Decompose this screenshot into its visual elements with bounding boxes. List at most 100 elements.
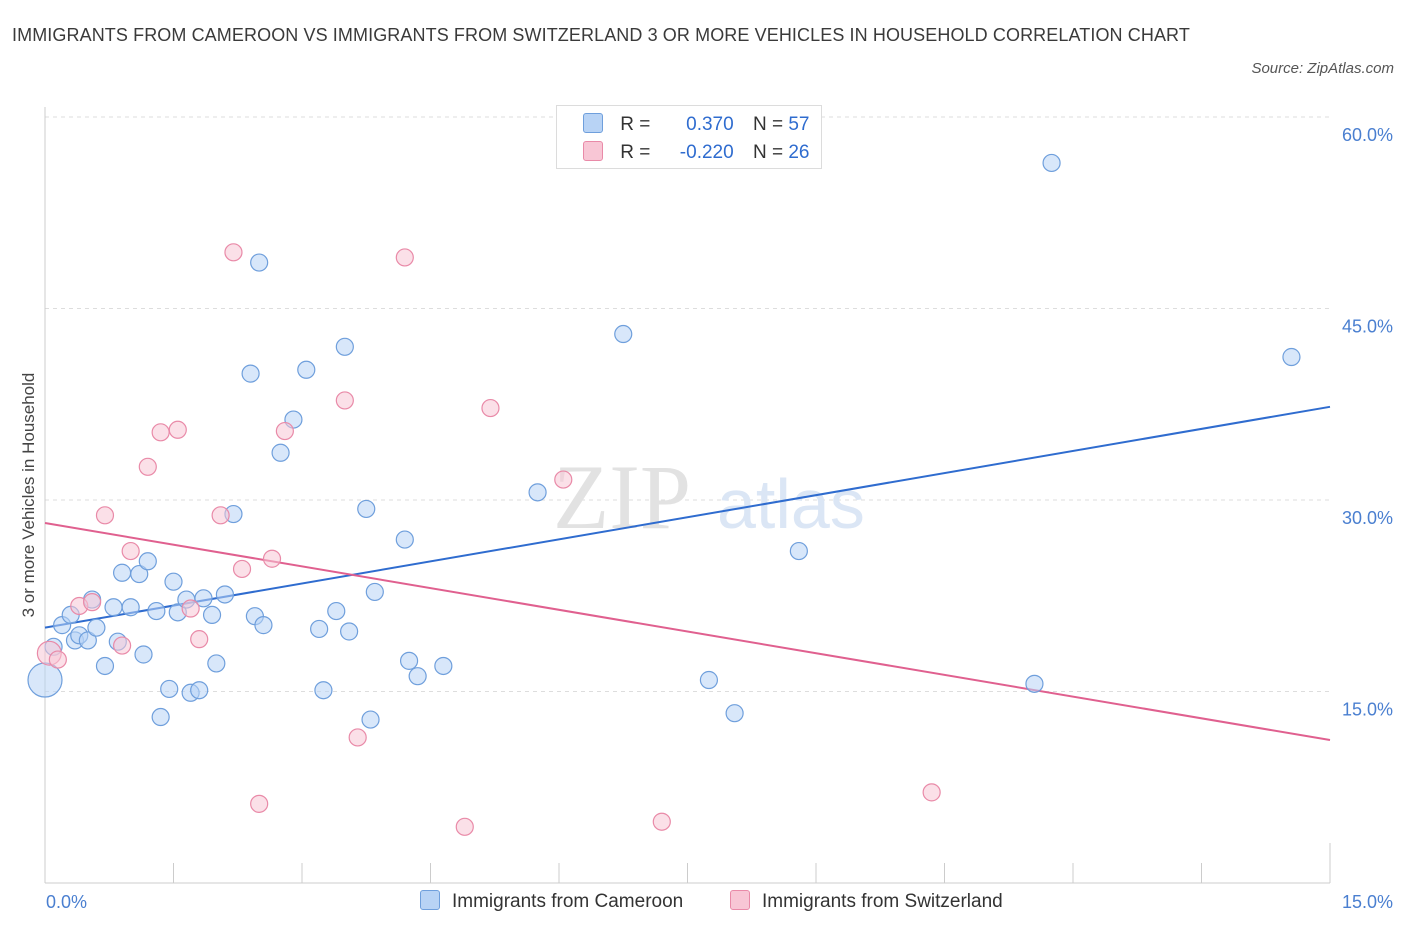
data-point-cameroon (87, 618, 106, 637)
data-point-cameroon (789, 541, 808, 561)
data-point-cameroon (1042, 153, 1061, 173)
bottom-legend-swatch-pink (730, 890, 750, 910)
data-point-switzerland (335, 391, 354, 410)
data-point-switzerland (922, 783, 941, 802)
data-point-cameroon (95, 656, 115, 676)
data-point-cameroon (134, 645, 153, 664)
data-point-cameroon (112, 563, 132, 582)
data-point-cameroon (314, 681, 333, 700)
legend-r-value: 0.370 (686, 114, 734, 135)
data-point-cameroon (254, 616, 273, 635)
data-point-switzerland (250, 794, 269, 813)
data-point-cameroon (310, 619, 329, 639)
legend-n-label: N = (752, 114, 784, 135)
data-point-cameroon (327, 601, 346, 621)
trend-lines (44, 405, 1331, 741)
y-tick-label: 60.0% (1342, 125, 1393, 145)
data-point-cameroon (528, 483, 547, 502)
bottom-legend-label: Immigrants from Cameroon (452, 891, 684, 912)
y-tick-label: 45.0% (1342, 317, 1393, 337)
watermark-atlas: atlas (717, 465, 865, 543)
watermark-zip: ZIP (553, 446, 691, 548)
data-point-cameroon (78, 631, 97, 650)
bottom-legend-switzerland: Immigrants from Switzerland (730, 890, 1003, 913)
legend-row-switzerland: R = -0.220 N = 26 (583, 141, 809, 163)
data-point-switzerland (138, 457, 157, 476)
data-point-cameroon (147, 601, 166, 621)
data-point-switzerland (652, 812, 671, 831)
data-point-cameroon (297, 360, 316, 379)
data-point-cameroon (614, 324, 633, 344)
data-points (27, 153, 1301, 836)
x-tick-label: 0.0% (46, 892, 87, 912)
bottom-legend-label: Immigrants from Switzerland (762, 891, 1003, 912)
data-point-cameroon (207, 654, 226, 673)
data-point-cameroon (138, 552, 157, 571)
gridlines (45, 116, 1330, 692)
y-axis-label: 3 or more Vehicles in Household (19, 373, 38, 618)
data-point-switzerland (112, 636, 132, 655)
data-point-switzerland (455, 817, 474, 836)
data-point-cameroon (434, 656, 453, 676)
data-point-cameroon (121, 598, 140, 617)
data-point-cameroon (725, 704, 744, 723)
data-point-switzerland (262, 549, 282, 568)
data-point-cameroon (340, 622, 359, 641)
y-tick-label: 15.0% (1342, 700, 1393, 720)
data-point-switzerland (481, 398, 500, 418)
trend-line-cameroon (44, 405, 1331, 629)
chart-title: IMMIGRANTS FROM CAMEROON VS IMMIGRANTS F… (12, 25, 1190, 45)
legend-swatch-blue (583, 113, 603, 133)
data-point-switzerland (151, 423, 170, 442)
data-point-cameroon (151, 707, 170, 727)
tick-labels: 15.0% 30.0% 45.0% 60.0% 0.0% 15.0% (46, 125, 1393, 912)
data-point-switzerland (181, 599, 200, 618)
data-point-cameroon (408, 667, 427, 686)
data-point-cameroon (104, 598, 123, 617)
source-label: Source: ZipAtlas.com (1251, 60, 1394, 77)
x-tick-label: 15.0% (1342, 892, 1393, 912)
legend-r-label: R = (620, 142, 651, 163)
data-point-switzerland (83, 593, 102, 612)
data-point-switzerland (211, 506, 230, 525)
data-point-switzerland (395, 248, 414, 267)
data-point-cameroon (202, 605, 222, 625)
data-point-cameroon (1282, 347, 1301, 367)
data-point-switzerland (275, 421, 294, 441)
data-point-cameroon (241, 364, 260, 383)
data-point-switzerland (95, 506, 115, 525)
legend-row-cameroon: R = 0.370 N = 57 (583, 113, 809, 135)
data-point-cameroon (194, 589, 213, 608)
data-point-cameroon (130, 564, 149, 584)
data-point-cameroon (365, 582, 384, 602)
data-point-cameroon (190, 681, 209, 700)
data-point-cameroon (699, 670, 719, 690)
legend-r-label: R = (620, 114, 651, 135)
data-point-cameroon (357, 499, 376, 519)
y-tick-label: 30.0% (1342, 508, 1393, 528)
data-point-switzerland (190, 630, 209, 649)
data-point-cameroon (1025, 674, 1044, 693)
data-point-switzerland (224, 243, 243, 262)
data-point-switzerland (232, 559, 252, 579)
legend-n-label: N = (752, 142, 784, 163)
bottom-legend-swatch-blue (420, 890, 440, 910)
trend-line-switzerland (44, 521, 1331, 741)
data-point-cameroon (395, 530, 414, 549)
bottom-legend-cameroon: Immigrants from Cameroon (420, 890, 683, 913)
stats-legend: R = 0.370 N = 57 R = -0.220 N = 26 (556, 105, 822, 169)
data-point-switzerland (554, 470, 573, 489)
legend-n-value: 26 (788, 142, 810, 163)
data-point-switzerland (348, 728, 367, 747)
legend-n-value: 57 (788, 114, 810, 135)
data-point-switzerland (168, 420, 187, 439)
data-point-cameroon (399, 651, 419, 670)
data-point-cameroon (361, 710, 380, 729)
legend-swatch-pink (583, 141, 603, 161)
data-point-switzerland (121, 541, 140, 561)
axes (44, 107, 1331, 884)
data-point-cameroon (250, 253, 269, 272)
data-point-cameroon (160, 679, 179, 699)
data-point-cameroon (164, 572, 183, 591)
data-point-cameroon (215, 585, 234, 604)
